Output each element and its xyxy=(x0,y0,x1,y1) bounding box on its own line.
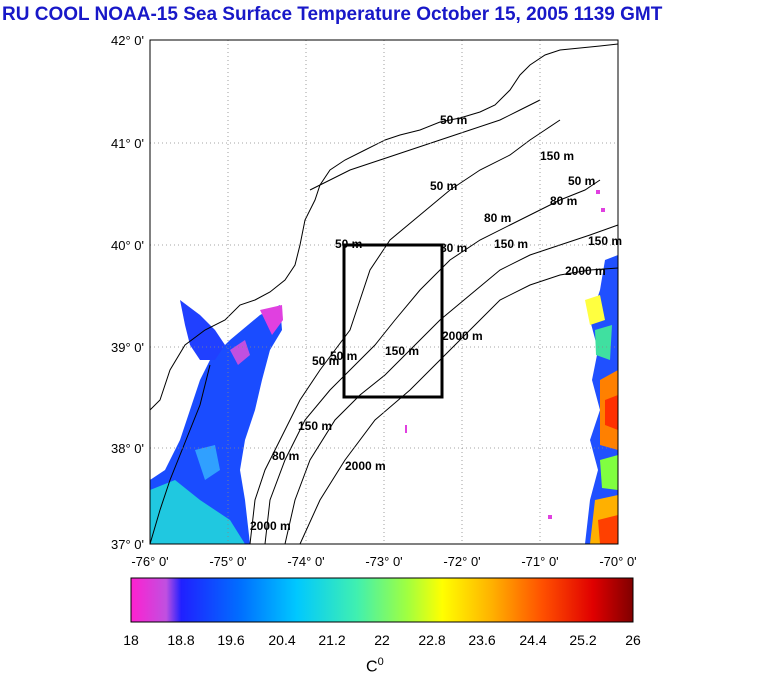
contour-label: 80 m xyxy=(484,211,511,225)
colorbar-tick: 23.6 xyxy=(468,632,496,648)
lat-tick-label: 37° 0' xyxy=(111,537,144,552)
contour-label: 50 m xyxy=(330,349,357,363)
colorbar-unit: C0 xyxy=(366,656,384,676)
colorbar-tick: 26 xyxy=(625,632,641,648)
colorbar-tick: 18 xyxy=(123,632,139,648)
unit-label: C xyxy=(366,658,378,676)
lat-tick-label: 40° 0' xyxy=(111,238,144,253)
colorbar xyxy=(130,577,634,623)
colorbar-tick: 21.2 xyxy=(318,632,346,648)
contour-label: 150 m xyxy=(540,149,574,163)
delmarva-coast xyxy=(149,364,211,545)
lon-tick-label: -72° 0' xyxy=(443,554,480,569)
colorbar-tick: 19.6 xyxy=(217,632,245,648)
contour-label: 50 m xyxy=(440,113,467,127)
sst-warm-water xyxy=(585,255,618,544)
colorbar-tick: 22 xyxy=(374,632,390,648)
colorbar-tick: 24.4 xyxy=(519,632,547,648)
lat-tick-label: 42° 0' xyxy=(111,33,144,48)
lat-tick-label: 38° 0' xyxy=(111,441,144,456)
coastline xyxy=(149,43,619,411)
lon-tick-label: -74° 0' xyxy=(287,554,324,569)
unit-superscript: 0 xyxy=(377,656,384,668)
sst-coastal-water xyxy=(150,300,283,544)
lon-tick-label: -71° 0' xyxy=(521,554,558,569)
contour-label: 150 m xyxy=(385,344,419,358)
lon-tick-label: -73° 0' xyxy=(365,554,402,569)
lat-tick-label: 39° 0' xyxy=(111,340,144,355)
contour-label: 50 m xyxy=(312,354,339,368)
contour-label: 2000 m xyxy=(250,519,291,533)
contour-label: 2000 m xyxy=(565,264,606,278)
colorbar-tick: 20.4 xyxy=(268,632,296,648)
contour-label: 2000 m xyxy=(442,329,483,343)
contour-labels: 50 m 50 m 50 m 80 m 80 m 150 m 150 m 200… xyxy=(250,113,622,533)
isobaths xyxy=(249,119,619,545)
contour-label: 50 m xyxy=(430,179,457,193)
lon-axis: -76° 0' -75° 0' -74° 0' -73° 0' -72° 0' … xyxy=(131,554,636,569)
map-title: RU COOL NOAA-15 Sea Surface Temperature … xyxy=(2,4,663,25)
contour-label: 2000 m xyxy=(345,459,386,473)
colorbar-tick: 22.8 xyxy=(418,632,446,648)
contour-label: 80 m xyxy=(550,194,577,208)
lon-tick-label: -70° 0' xyxy=(599,554,636,569)
lon-tick-label: -76° 0' xyxy=(131,554,168,569)
graticule xyxy=(150,40,618,544)
contour-label: 150 m xyxy=(494,237,528,251)
map-frame xyxy=(149,39,619,545)
long-island-coast xyxy=(309,99,541,191)
lat-tick-label: 41° 0' xyxy=(111,136,144,151)
contour-label: 50 m xyxy=(568,174,595,188)
contour-label: 50 m xyxy=(335,237,362,251)
contour-label: 150 m xyxy=(298,419,332,433)
sst-specks xyxy=(405,190,605,519)
colorbar-tick: 25.2 xyxy=(569,632,597,648)
contour-label: 80 m xyxy=(440,241,467,255)
lon-tick-label: -75° 0' xyxy=(209,554,246,569)
contour-label: 150 m xyxy=(588,234,622,248)
contour-label: 80 m xyxy=(272,449,299,463)
study-box xyxy=(342,243,444,399)
colorbar-tick: 18.8 xyxy=(167,632,195,648)
lat-axis: 42° 0' 41° 0' 40° 0' 39° 0' 38° 0' 37° 0… xyxy=(111,33,144,552)
